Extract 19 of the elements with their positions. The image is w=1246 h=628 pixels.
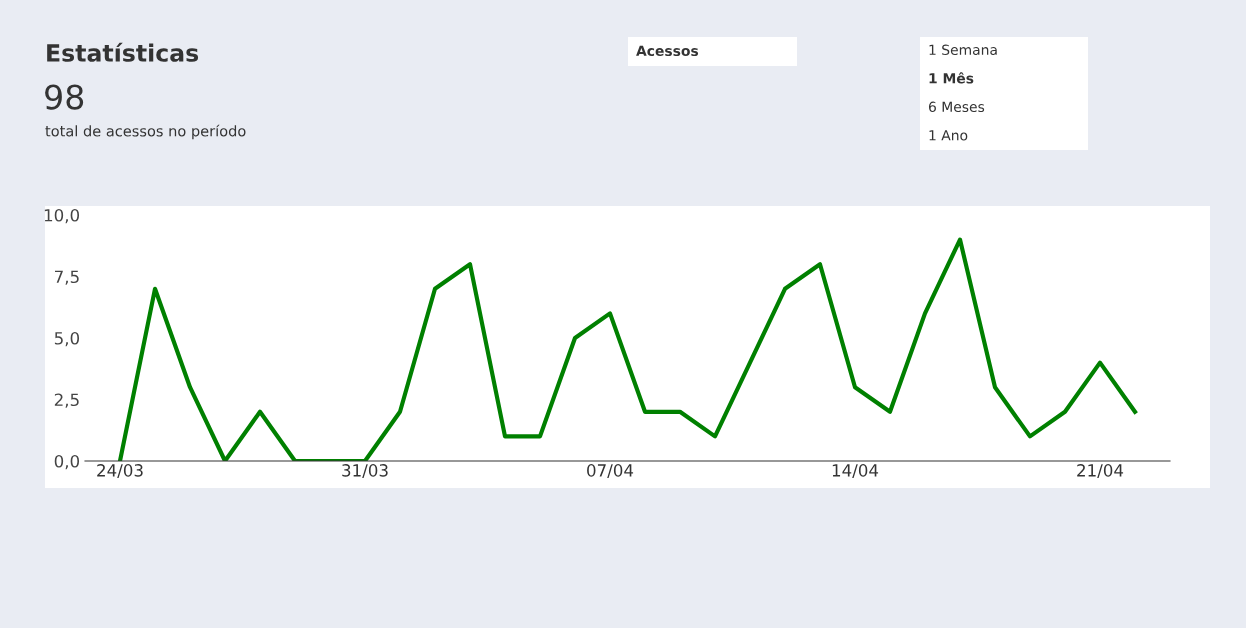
y-tick-label: 5,0 [54,331,80,347]
text: 6 Meses [928,101,985,113]
y-tick-label: 7,5 [55,270,79,285]
chart-subtitle: 98 [45,84,84,110]
x-tick-label: 31/03 [342,464,388,478]
x-tick-label: 21/04 [1077,464,1124,478]
text: 1 Semana [929,44,997,56]
y-tick-label: 2,5 [54,393,79,408]
x-tick-label: 14/04 [832,464,879,478]
text: 1 Ano [929,130,968,141]
text: total de acessos no período [45,124,246,140]
chart-title: Estatísticas [47,42,199,62]
y-tick-label: 0,0 [54,454,80,470]
y-tick-label: 10,0 [44,208,80,224]
text: Acessos [636,45,699,57]
x-tick-label: 07/04 [587,464,634,478]
text: 1 Mês [929,72,974,84]
x-tick-label: 24/03 [97,464,143,478]
line-series [117,237,1138,461]
